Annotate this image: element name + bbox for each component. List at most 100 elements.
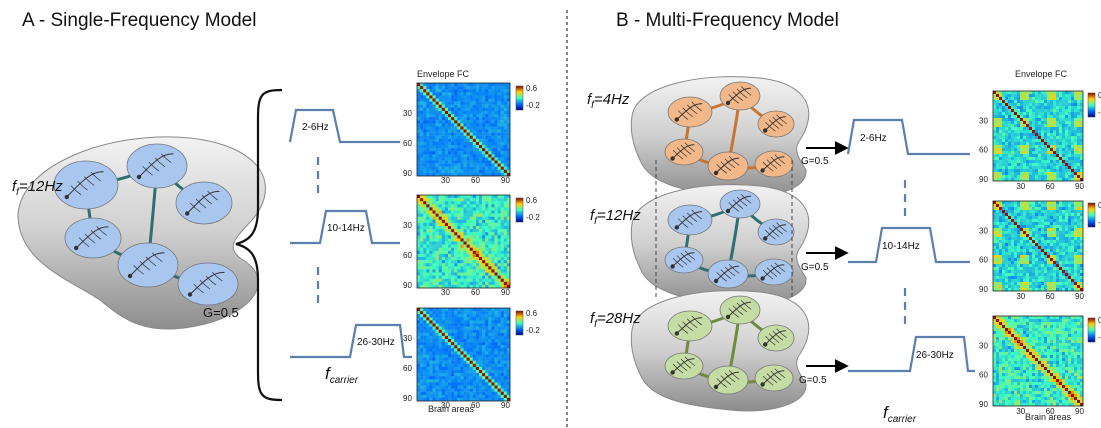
brain-28hz (630, 290, 810, 412)
panel-a-brain (17, 136, 266, 330)
fc-b-26-30hz-xtick: 30 (1016, 407, 1025, 416)
brain-12hz (630, 184, 810, 306)
fc-b-26-30hz-ytick: 60 (979, 371, 988, 380)
brain-12hz-node (667, 204, 713, 236)
fc-a-26-30hz-xtick: 90 (501, 401, 510, 410)
fc-a-2-6hz-ytick: 30 (403, 109, 412, 118)
fc-a-10-14hz-ytick: 90 (403, 281, 412, 290)
brain-28hz-node (664, 352, 704, 380)
filter-a-26-30hz: 26-30Hz (290, 323, 412, 359)
brain-12hz-node (664, 246, 704, 274)
filter-a-10-14hz-label: 10-14Hz (327, 223, 365, 234)
network-a-node (177, 262, 239, 306)
fc-a-10-14hz-xtick: 90 (501, 288, 510, 297)
fc-a-26-30hz-ytick: 90 (403, 394, 412, 403)
fc-a-2-6hz-ytick: 60 (403, 139, 412, 148)
fc-b-2-6hz (992, 90, 1084, 182)
brain-4hz-node (664, 138, 704, 166)
fc-b-26-30hz-xtick: 60 (1046, 407, 1055, 416)
fc-b-10-14hz-ytick: 30 (979, 226, 988, 235)
fc-a-2-6hz-colorbar: 0.6 -0.2 (515, 84, 540, 111)
fc-a-10-14hz-xtick: 30 (441, 288, 450, 297)
fc-a-10-14hz-ytick: 60 (403, 251, 412, 260)
brain-4hz (630, 76, 810, 198)
fc-a-10-14hz-xtick: 60 (471, 288, 480, 297)
brain-4hz-node (719, 81, 761, 111)
fc-b-10-14hz-colorbar: 0.7 -0.1 (1087, 201, 1101, 228)
brain-28hz-node (719, 295, 761, 325)
fc-b-10-14hz-xtick: 30 (1016, 292, 1025, 301)
brain-28hz-node (707, 365, 749, 395)
fc-b-2-6hz-colorbar: 0.7 -0.1 (1087, 91, 1101, 118)
fc-a-2-6hz-xtick: 30 (441, 176, 450, 185)
fc-b-10-14hz-xtick: 60 (1046, 292, 1055, 301)
filter-a-2-6hz: 2-6Hz (288, 108, 400, 144)
freq-label-12hz: ff=12Hz (590, 207, 641, 227)
fc-b-26-30hz (992, 315, 1084, 407)
fc-b-2-6hz-ytick: 30 (979, 116, 988, 125)
fc-a-26-30hz-xtick: 30 (441, 401, 450, 410)
brain-12hz-node (754, 258, 794, 286)
brain-12hz-node (719, 189, 761, 219)
fc-b-26-30hz-ytick: 30 (979, 341, 988, 350)
brain-28hz-node (667, 310, 713, 342)
fc-a-10-14hz-colorbar-min: -0.2 (526, 213, 540, 222)
fc-a-26-30hz-ytick: 60 (403, 364, 412, 373)
panel-b-freq-labels: ff=4Hz ff=12Hz ff=28Hz (587, 91, 641, 330)
filter-b-26-30hz: 26-30Hz (848, 335, 975, 373)
filter-a-26-30hz-label: 26-30Hz (357, 337, 395, 348)
panel-a-title: A - Single-Frequency Model (22, 10, 256, 31)
fc-a-10-14hz-ytick: 30 (403, 221, 412, 230)
fc-b-10-14hz-colorbar-min: -0.1 (1098, 218, 1101, 227)
filter-b-2-6hz: 2-6Hz (846, 118, 970, 156)
fc-a-2-6hz-colorbar-max: 0.6 (526, 84, 538, 93)
panel-b-filters: 2-6Hz 10-14Hz 26-30Hz (846, 118, 975, 373)
filter-b-26-30hz-label: 26-30Hz (916, 350, 954, 361)
fc-a-26-30hz (416, 307, 511, 402)
filter-a-10-14hz: 10-14Hz (290, 209, 400, 245)
fc-b-2-6hz-colorbar-max: 0.7 (1098, 91, 1101, 100)
network-a-node (53, 160, 119, 210)
fc-b-2-6hz-xtick: 90 (1075, 182, 1084, 191)
panel-b-xlabel: Brain areas (1025, 412, 1072, 422)
fc-a-26-30hz-ytick: 30 (403, 334, 412, 343)
brain-4hz-node (707, 151, 749, 181)
fc-b-2-6hz-xtick: 60 (1046, 182, 1055, 191)
panel-b-fc-title: Envelope FC (1015, 69, 1068, 79)
panel-b-fc-matrices: 0.7 -0.1 30 30 60 60 90 90 0.7 -0.1 30 30 60 60 90 90 0.… (979, 90, 1101, 416)
brain-4hz-node (757, 110, 795, 138)
fc-a-2-6hz-xtick: 90 (501, 176, 510, 185)
brain-4hz-node (754, 150, 794, 178)
panel-a-freq-label: ff=12Hz (12, 178, 63, 198)
network-a-node (175, 181, 233, 225)
panel-b-arrows: G=0.5 G=0.5 G=0.5 (799, 141, 849, 386)
fc-a-2-6hz-colorbar-min: -0.2 (526, 101, 540, 110)
fc-b-26-30hz-colorbar: 0.7 -0.1 (1087, 316, 1101, 343)
fc-a-2-6hz (416, 82, 511, 177)
fc-a-10-14hz-colorbar-max: 0.6 (526, 196, 538, 205)
fc-b-10-14hz (992, 200, 1084, 292)
network-a (53, 143, 239, 306)
coupling-label-4hz: G=0.5 (801, 156, 829, 167)
fc-b-2-6hz-xtick: 30 (1016, 182, 1025, 191)
fc-b-10-14hz-ytick: 90 (979, 285, 988, 294)
panel-a-carrier-label: fcarrier (325, 364, 359, 386)
freq-label-28hz: ff=28Hz (590, 310, 641, 330)
brain-12hz-node (707, 259, 749, 289)
brain-4hz-node (667, 96, 713, 128)
panel-b-brains (630, 76, 810, 412)
curly-brace (235, 88, 283, 402)
fc-a-10-14hz-colorbar: 0.6 -0.2 (515, 196, 540, 223)
fc-b-10-14hz-xtick: 90 (1075, 292, 1084, 301)
panel-a-filters: 2-6Hz 10-14Hz 26-30Hz (288, 108, 412, 359)
network-a-node (117, 242, 179, 288)
panel-a-xlabel: Brain areas (428, 404, 475, 414)
panel-b-title: B - Multi-Frequency Model (616, 10, 839, 31)
fc-a-10-14hz (416, 194, 511, 289)
panel-b-carrier-label: fcarrier (883, 403, 917, 425)
coupling-label-12hz: G=0.5 (801, 262, 829, 273)
fc-a-26-30hz-colorbar-min: -0.2 (526, 326, 540, 335)
fc-a-26-30hz-colorbar-max: 0.6 (526, 309, 538, 318)
fc-a-26-30hz-colorbar: 0.6 -0.2 (515, 309, 540, 336)
fc-b-26-30hz-colorbar-min: -0.1 (1098, 333, 1101, 342)
